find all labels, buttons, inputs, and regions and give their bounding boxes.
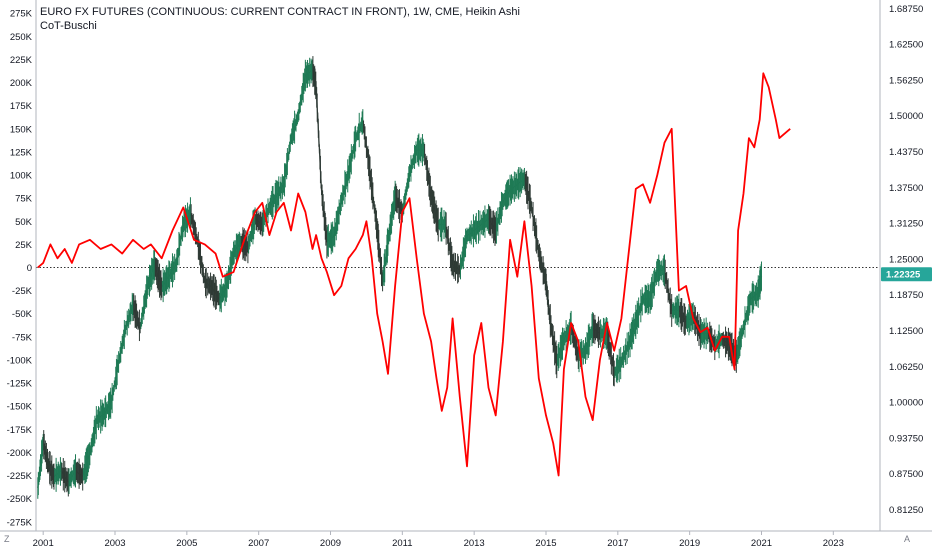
left-tick-label: 125K [10,147,33,158]
right-tick-label: 1.56250 [889,75,923,86]
indicator-name[interactable]: CoT-Buschi [40,20,97,32]
right-tick-label: 0.81250 [889,505,923,516]
left-axis: 275K 250K 225K 200K 175K 150K 125K 100K 75K 50K 25… [7,0,37,531]
left-tick-label: -50K [12,309,33,320]
left-tick-label: 250K [10,32,33,43]
right-tick-label: 0.93750 [889,433,923,444]
right-tick-label: 1.12500 [889,326,923,337]
left-tick-label: -275K [7,517,33,528]
left-tick-label: -250K [7,494,33,505]
left-tick-label: -25K [12,286,33,297]
chart-title: EURO FX FUTURES (CONTINUOUS: CURRENT CON… [40,6,520,18]
right-tick-label: 1.37500 [889,183,923,194]
right-tick-label: 1.68750 [889,4,923,15]
x-tick-label: 2001 [33,538,54,549]
right-tick-label: 1.62500 [889,40,923,51]
left-tick-label: 275K [10,9,33,20]
left-tick-label: 150K [10,124,33,135]
left-tick-label: 175K [10,101,33,112]
cot-series-line [37,72,791,477]
left-tick-label: 25K [15,240,33,251]
x-tick-label: 2005 [176,538,197,549]
candle-series [37,56,763,499]
right-tick-label: 1.00000 [889,398,923,409]
right-tick-label: 1.06250 [889,362,923,373]
plot-area [36,56,880,499]
left-tick-label: 200K [10,78,33,89]
left-tick-label: 0 [27,263,32,274]
x-tick-label: 2009 [320,538,341,549]
left-tick-label: -225K [7,471,33,482]
x-tick-label: 2007 [248,538,269,549]
bottom-axis: 2001 2003 2005 2007 2009 2011 2013 2015 2017 2019… [0,530,932,549]
x-tick-label: 2021 [751,538,772,549]
left-scale-button[interactable]: Z [4,534,10,544]
x-tick-label: 2011 [392,538,412,549]
left-tick-label: 50K [15,217,33,228]
left-tick-label: -150K [7,402,33,413]
left-tick-label: 100K [10,171,33,182]
x-tick-label: 2015 [535,538,556,549]
left-tick-label: 75K [15,194,33,205]
last-price-badge: 1.22325 [881,267,932,282]
left-tick-label: -200K [7,448,33,459]
x-tick-label: 2013 [464,538,485,549]
left-tick-label: -100K [7,355,33,366]
left-tick-label: -75K [12,332,33,343]
right-tick-label: 1.31250 [889,219,923,230]
right-tick-label: 1.25000 [889,254,923,265]
x-tick-label: 2003 [104,538,125,549]
right-tick-label: 1.18750 [889,290,923,301]
left-tick-label: 225K [10,55,33,66]
auto-scale-button[interactable]: A [904,534,911,544]
right-tick-label: 0.87500 [889,469,923,480]
right-axis: 1.68750 1.62500 1.56250 1.50000 1.43750 1.375… [879,0,923,531]
x-tick-label: 2023 [823,538,844,549]
right-tick-label: 1.50000 [889,111,923,122]
last-price-label: 1.22325 [886,270,921,281]
left-tick-label: -125K [7,379,33,390]
x-tick-label: 2019 [679,538,700,549]
right-tick-label: 1.43750 [889,147,923,158]
left-tick-label: -175K [7,425,33,436]
x-tick-label: 2017 [607,538,628,549]
last-price-badge-bg [881,267,932,282]
